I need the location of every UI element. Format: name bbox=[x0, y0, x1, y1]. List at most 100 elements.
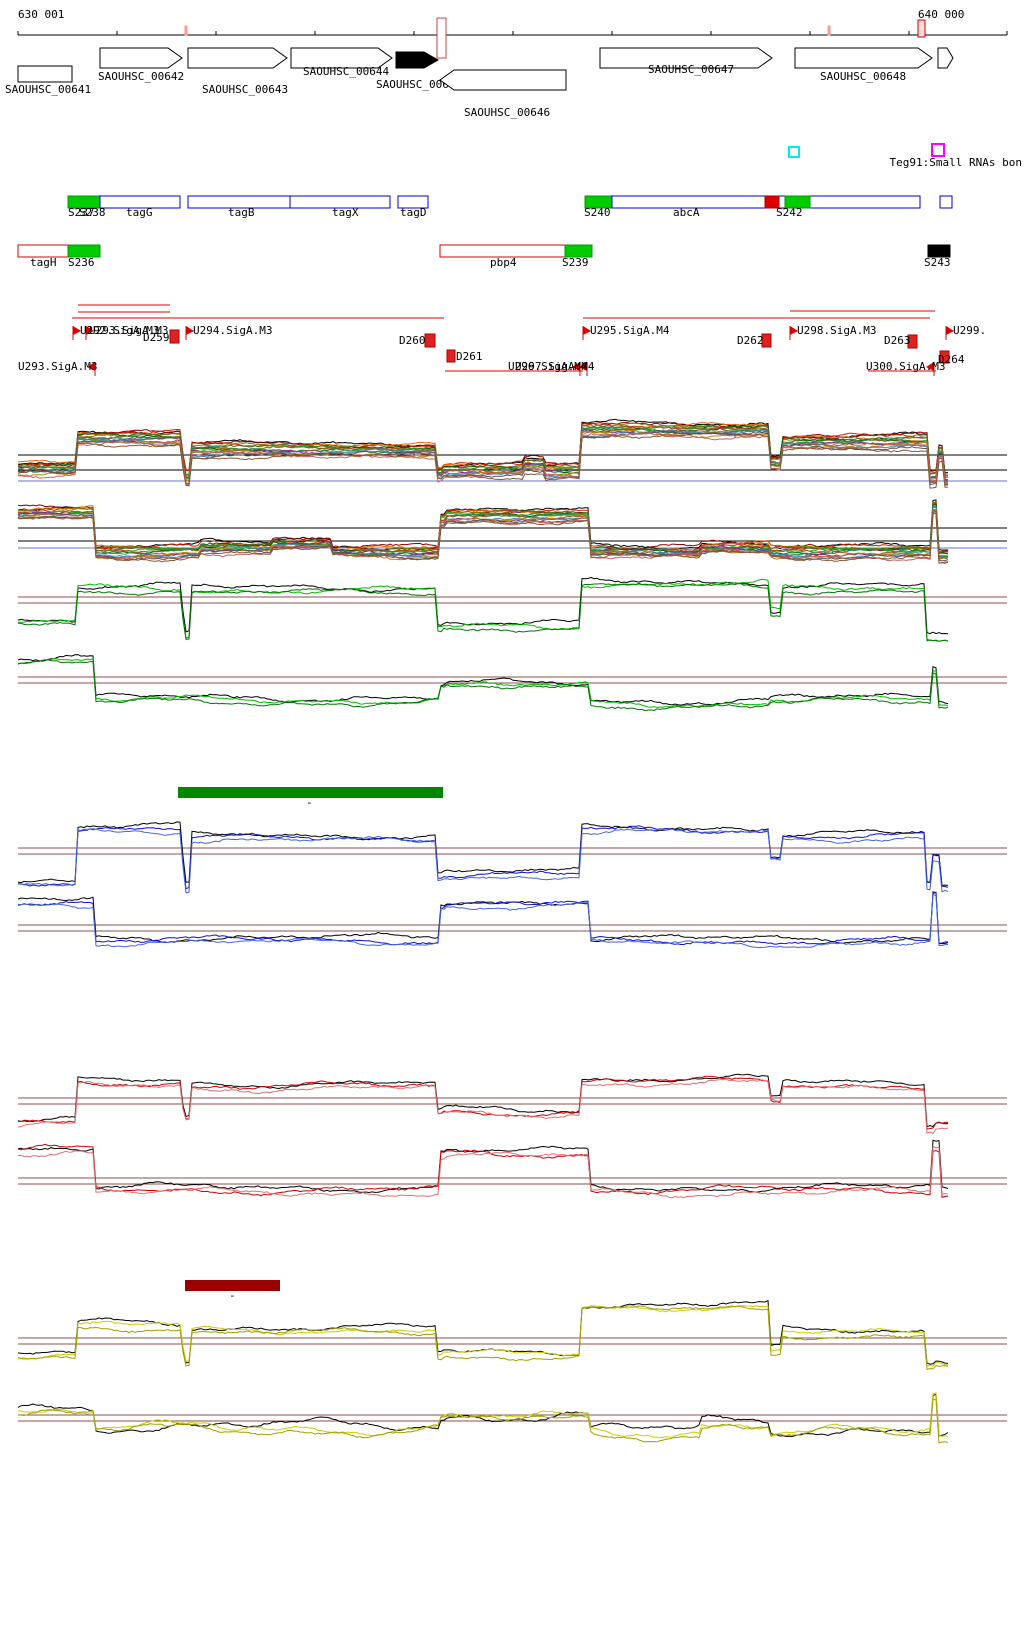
feature-box-green[interactable] bbox=[784, 195, 811, 209]
gene-label: SAOUHSC_00646 bbox=[464, 106, 550, 119]
prediction-bar[interactable] bbox=[185, 1280, 280, 1291]
track-series-overlay-plus-13 bbox=[17, 430, 948, 487]
feature-label: tagG bbox=[126, 206, 153, 219]
tss-flag[interactable] bbox=[85, 326, 94, 340]
ruler-start-label: 630 001 bbox=[18, 8, 65, 21]
tss-flag-pennant bbox=[926, 362, 934, 371]
ruler-feature-mark[interactable] bbox=[436, 17, 447, 59]
feature-box-black[interactable] bbox=[927, 244, 951, 258]
ruler-feature-mark[interactable] bbox=[827, 25, 831, 36]
tss-label: U294.SigA.M3 bbox=[193, 324, 272, 337]
track-red-minus bbox=[17, 1139, 1007, 1199]
tss-label: U300.SigA.M3 bbox=[866, 360, 945, 373]
track-series-overlay-plus-9 bbox=[17, 427, 949, 485]
track-series-red-plus-2 bbox=[17, 1078, 949, 1135]
track-series-yellow-plus-2 bbox=[17, 1305, 949, 1371]
track-series-red-minus-0 bbox=[17, 1139, 949, 1194]
gene-saouhsc_00641[interactable] bbox=[17, 65, 73, 83]
track-series-green-minus-1 bbox=[17, 657, 949, 708]
track-series-overlay-plus-5 bbox=[17, 425, 949, 476]
gene-saouhsc_00648[interactable] bbox=[794, 47, 933, 69]
tss-flag-pennant bbox=[946, 326, 954, 335]
tss-flag[interactable] bbox=[579, 362, 588, 376]
srna-marker[interactable] bbox=[788, 146, 800, 158]
tss-flag-pennant bbox=[572, 362, 580, 371]
track-series-blue-minus-1 bbox=[17, 891, 949, 946]
track-series-overlay-minus-6 bbox=[17, 503, 949, 556]
terminator-box[interactable] bbox=[446, 349, 456, 363]
prediction-bar-label: - bbox=[229, 1289, 236, 1302]
track-series-green-minus-2 bbox=[17, 659, 949, 712]
track-series-red-minus-2 bbox=[17, 1145, 949, 1199]
srna-marker[interactable] bbox=[931, 143, 945, 157]
tss-label: U298.SigA.M3 bbox=[797, 324, 876, 337]
track-green-minus bbox=[17, 654, 1007, 712]
feature-box-green[interactable] bbox=[67, 244, 101, 258]
feature-label: S239 bbox=[562, 256, 589, 269]
feature-box-blue[interactable] bbox=[397, 195, 429, 209]
tss-flag-pennant bbox=[579, 362, 587, 371]
terminator-box[interactable] bbox=[424, 333, 436, 348]
gene-partial[interactable] bbox=[937, 47, 954, 69]
track-series-red-plus-1 bbox=[17, 1075, 948, 1130]
gene-saouhsc_00643[interactable] bbox=[187, 47, 288, 69]
terminator-box[interactable] bbox=[939, 350, 950, 364]
feature-box-blue[interactable] bbox=[99, 195, 181, 209]
tss-flag[interactable] bbox=[185, 326, 194, 340]
gene-saouhsc_00642[interactable] bbox=[99, 47, 183, 69]
track-series-red-plus-0 bbox=[17, 1073, 949, 1128]
feature-box-green[interactable] bbox=[564, 244, 593, 258]
terminator-box[interactable] bbox=[907, 334, 918, 349]
track-yellow-minus bbox=[17, 1392, 1007, 1444]
feature-label: S237 bbox=[68, 206, 95, 219]
tss-label: U293.SigA.M3 bbox=[89, 324, 168, 337]
gene-saouhsc_00644[interactable] bbox=[290, 47, 393, 69]
track-overlay-plus bbox=[17, 418, 1007, 489]
track-series-green-minus-0 bbox=[17, 654, 949, 706]
tss-label: D261 bbox=[456, 350, 483, 363]
tss-flag[interactable] bbox=[789, 326, 798, 340]
feature-label: abcA bbox=[673, 206, 700, 219]
tss-flag[interactable] bbox=[72, 326, 81, 340]
feature-label: S236 bbox=[68, 256, 95, 269]
terminator-box[interactable] bbox=[761, 333, 772, 348]
feature-box-blue[interactable] bbox=[289, 195, 391, 209]
track-series-red-minus-1 bbox=[17, 1143, 949, 1198]
ruler-end-label: 640 000 bbox=[918, 8, 965, 21]
tss-label: D259 bbox=[143, 331, 170, 344]
tss-flag-pennant bbox=[790, 326, 798, 335]
ruler-feature-mark[interactable] bbox=[184, 25, 188, 36]
track-series-blue-plus-0 bbox=[17, 821, 949, 887]
track-series-overlay-minus-7 bbox=[17, 505, 949, 557]
gene-saouhsc_00646[interactable] bbox=[439, 69, 567, 91]
tss-flag-pennant bbox=[86, 326, 94, 335]
tss-flag[interactable] bbox=[572, 362, 581, 376]
gene-label: SAOUHSC_00645 bbox=[376, 78, 462, 91]
track-red-plus bbox=[17, 1073, 1007, 1135]
feature-box-blue[interactable] bbox=[939, 195, 953, 209]
tss-label: U297.SigA.M4 bbox=[515, 360, 595, 373]
feature-label: tagX bbox=[332, 206, 359, 219]
tss-label: U293.SigA.M3 bbox=[18, 360, 97, 373]
track-series-blue-minus-0 bbox=[17, 891, 949, 945]
tss-flag-pennant bbox=[583, 326, 591, 335]
terminator-box[interactable] bbox=[169, 329, 180, 344]
feature-label: tagB bbox=[228, 206, 255, 219]
tss-flag[interactable] bbox=[926, 362, 935, 376]
tss-label: D260 bbox=[399, 334, 426, 347]
gene-label: SAOUHSC_00648 bbox=[820, 70, 906, 83]
gene-label: SAOUHSC_00643 bbox=[202, 83, 288, 96]
ruler-feature-mark[interactable] bbox=[917, 19, 926, 38]
track-series-overlay-minus-15 bbox=[17, 512, 949, 564]
tss-flag[interactable] bbox=[87, 362, 96, 376]
feature-box-red-fill[interactable] bbox=[764, 195, 780, 209]
track-series-overlay-minus-8 bbox=[17, 506, 949, 558]
gene-saouhsc_00645[interactable] bbox=[395, 51, 440, 69]
track-series-green-plus-1 bbox=[17, 578, 949, 642]
tss-flag[interactable] bbox=[945, 326, 954, 340]
gene-label: SAOUHSC_00647 bbox=[648, 63, 734, 76]
prediction-bar[interactable] bbox=[178, 787, 443, 798]
tss-flag[interactable] bbox=[582, 326, 591, 340]
gene-saouhsc_00647[interactable] bbox=[599, 47, 773, 69]
